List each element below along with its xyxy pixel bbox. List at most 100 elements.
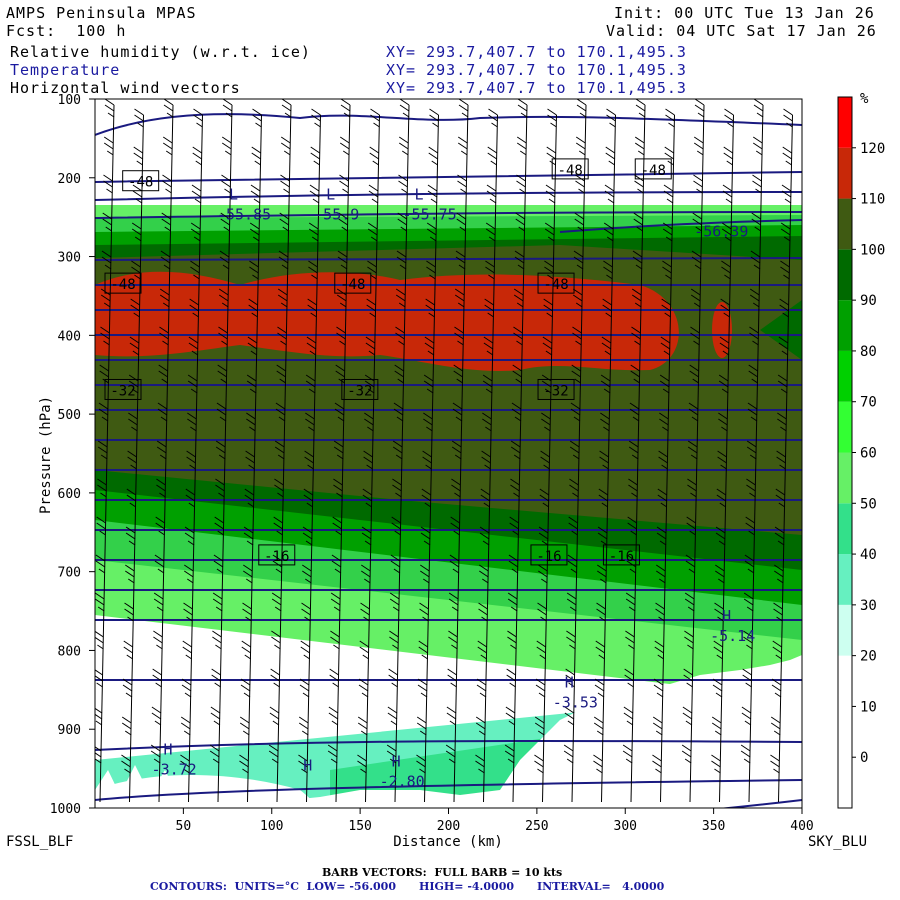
wind-barb xyxy=(684,630,694,650)
wind-barb xyxy=(152,668,162,688)
wind-barb xyxy=(335,104,351,803)
wind-barb xyxy=(181,678,192,698)
temperature-contour-labels: -48 -48 -48 -48 -48 -48 -32 -32 -32 -16 -16 -16 xyxy=(104,158,672,566)
wind-barb xyxy=(399,99,410,118)
wind-barb xyxy=(445,744,456,764)
wind-barb xyxy=(746,440,757,460)
wind-barb xyxy=(629,402,640,422)
wind-barb xyxy=(220,212,231,232)
wind-barb xyxy=(597,564,607,584)
wind-barb xyxy=(690,288,701,308)
wind-barb xyxy=(750,250,761,270)
wind-barb xyxy=(748,104,764,803)
wind-barb xyxy=(153,592,164,612)
wind-barb xyxy=(715,564,725,584)
wind-barb xyxy=(391,516,401,536)
wind-barb xyxy=(189,298,199,318)
wind-barb xyxy=(158,364,168,384)
wind-barb xyxy=(306,114,321,803)
wind-barb xyxy=(628,440,639,460)
wind-barb xyxy=(454,326,464,346)
field-label-temperature: Temperature xyxy=(10,61,121,79)
wind-barb xyxy=(252,108,262,128)
wind-barb xyxy=(718,374,729,394)
wind-barb xyxy=(422,450,432,470)
temperature-label: -16 xyxy=(536,549,561,565)
wind-barb xyxy=(593,754,603,774)
wind-barb xyxy=(508,554,519,574)
wind-barb xyxy=(634,174,644,194)
temperature-label-box xyxy=(258,544,296,566)
wind-barb xyxy=(693,136,704,156)
wind-barb xyxy=(633,212,644,232)
colorbar-swatch xyxy=(838,97,852,148)
wind-barb xyxy=(157,402,168,422)
temperature-label: -48 xyxy=(641,163,666,179)
wind-barb xyxy=(134,108,144,128)
temperature-label: -32 xyxy=(110,383,135,399)
wind-barb xyxy=(366,298,376,318)
wind-barb xyxy=(190,260,200,280)
wind-barb xyxy=(98,402,109,422)
wind-barb xyxy=(782,146,793,166)
wind-barb xyxy=(363,450,373,470)
wind-barb xyxy=(100,288,111,308)
wind-barb xyxy=(719,336,730,356)
wind-barb xyxy=(685,554,696,574)
wind-barb xyxy=(663,184,674,204)
wind-barb xyxy=(691,250,702,270)
wind-barb xyxy=(594,678,605,698)
wind-barb xyxy=(544,260,554,280)
wind-barb xyxy=(632,250,643,270)
wind-barb xyxy=(392,478,402,498)
wind-barb xyxy=(128,374,139,394)
wind-barb xyxy=(689,104,705,803)
wind-barb xyxy=(396,250,407,270)
wind-barb xyxy=(310,146,321,166)
wind-barb xyxy=(482,412,492,432)
wind-barb xyxy=(129,336,140,356)
wind-barb xyxy=(298,716,309,736)
wind-barb xyxy=(542,336,553,356)
extremum-letter: H xyxy=(164,741,173,759)
wind-barb xyxy=(97,478,107,498)
wind-barb xyxy=(270,668,280,688)
wind-barb xyxy=(483,336,494,356)
wind-barb xyxy=(743,630,753,650)
wind-barb xyxy=(279,212,290,232)
wind-barb xyxy=(248,298,258,318)
right-endpoint-label: SKY_BLU xyxy=(808,834,867,850)
wind-barb xyxy=(783,108,793,128)
wind-barb xyxy=(779,298,789,318)
wind-barb xyxy=(302,526,313,546)
wind-barb xyxy=(333,478,343,498)
wind-barb xyxy=(212,592,223,612)
wind-barb xyxy=(249,222,260,242)
colorbar-swatch xyxy=(838,249,852,301)
wind-barb xyxy=(719,114,734,803)
wind-barb xyxy=(741,706,752,726)
forecast-hour: Fcst: 100 h xyxy=(6,22,127,40)
wind-barb xyxy=(534,754,544,774)
wind-barb xyxy=(446,706,457,726)
wind-barb xyxy=(308,222,319,242)
wind-barb xyxy=(334,402,345,422)
wind-barb xyxy=(604,184,615,204)
wind-barb xyxy=(127,450,137,470)
wind-barb xyxy=(274,440,285,460)
wind-barb xyxy=(683,668,693,688)
wind-barb xyxy=(277,288,288,308)
wind-barb xyxy=(631,288,642,308)
wind-barb xyxy=(687,478,697,498)
colorbar-tick-label: 50 xyxy=(860,496,877,512)
wind-barb xyxy=(479,526,490,546)
wind-barb xyxy=(275,402,286,422)
wind-barb xyxy=(547,108,557,128)
wind-barb xyxy=(190,222,201,242)
wind-barb xyxy=(541,412,551,432)
contour-l1 xyxy=(95,257,802,261)
temperature-label: -16 xyxy=(609,549,634,565)
temperature-contours xyxy=(95,113,802,808)
field-label-rh: Relative humidity (w.r.t. ice) xyxy=(10,43,311,61)
wind-barb xyxy=(358,678,369,698)
